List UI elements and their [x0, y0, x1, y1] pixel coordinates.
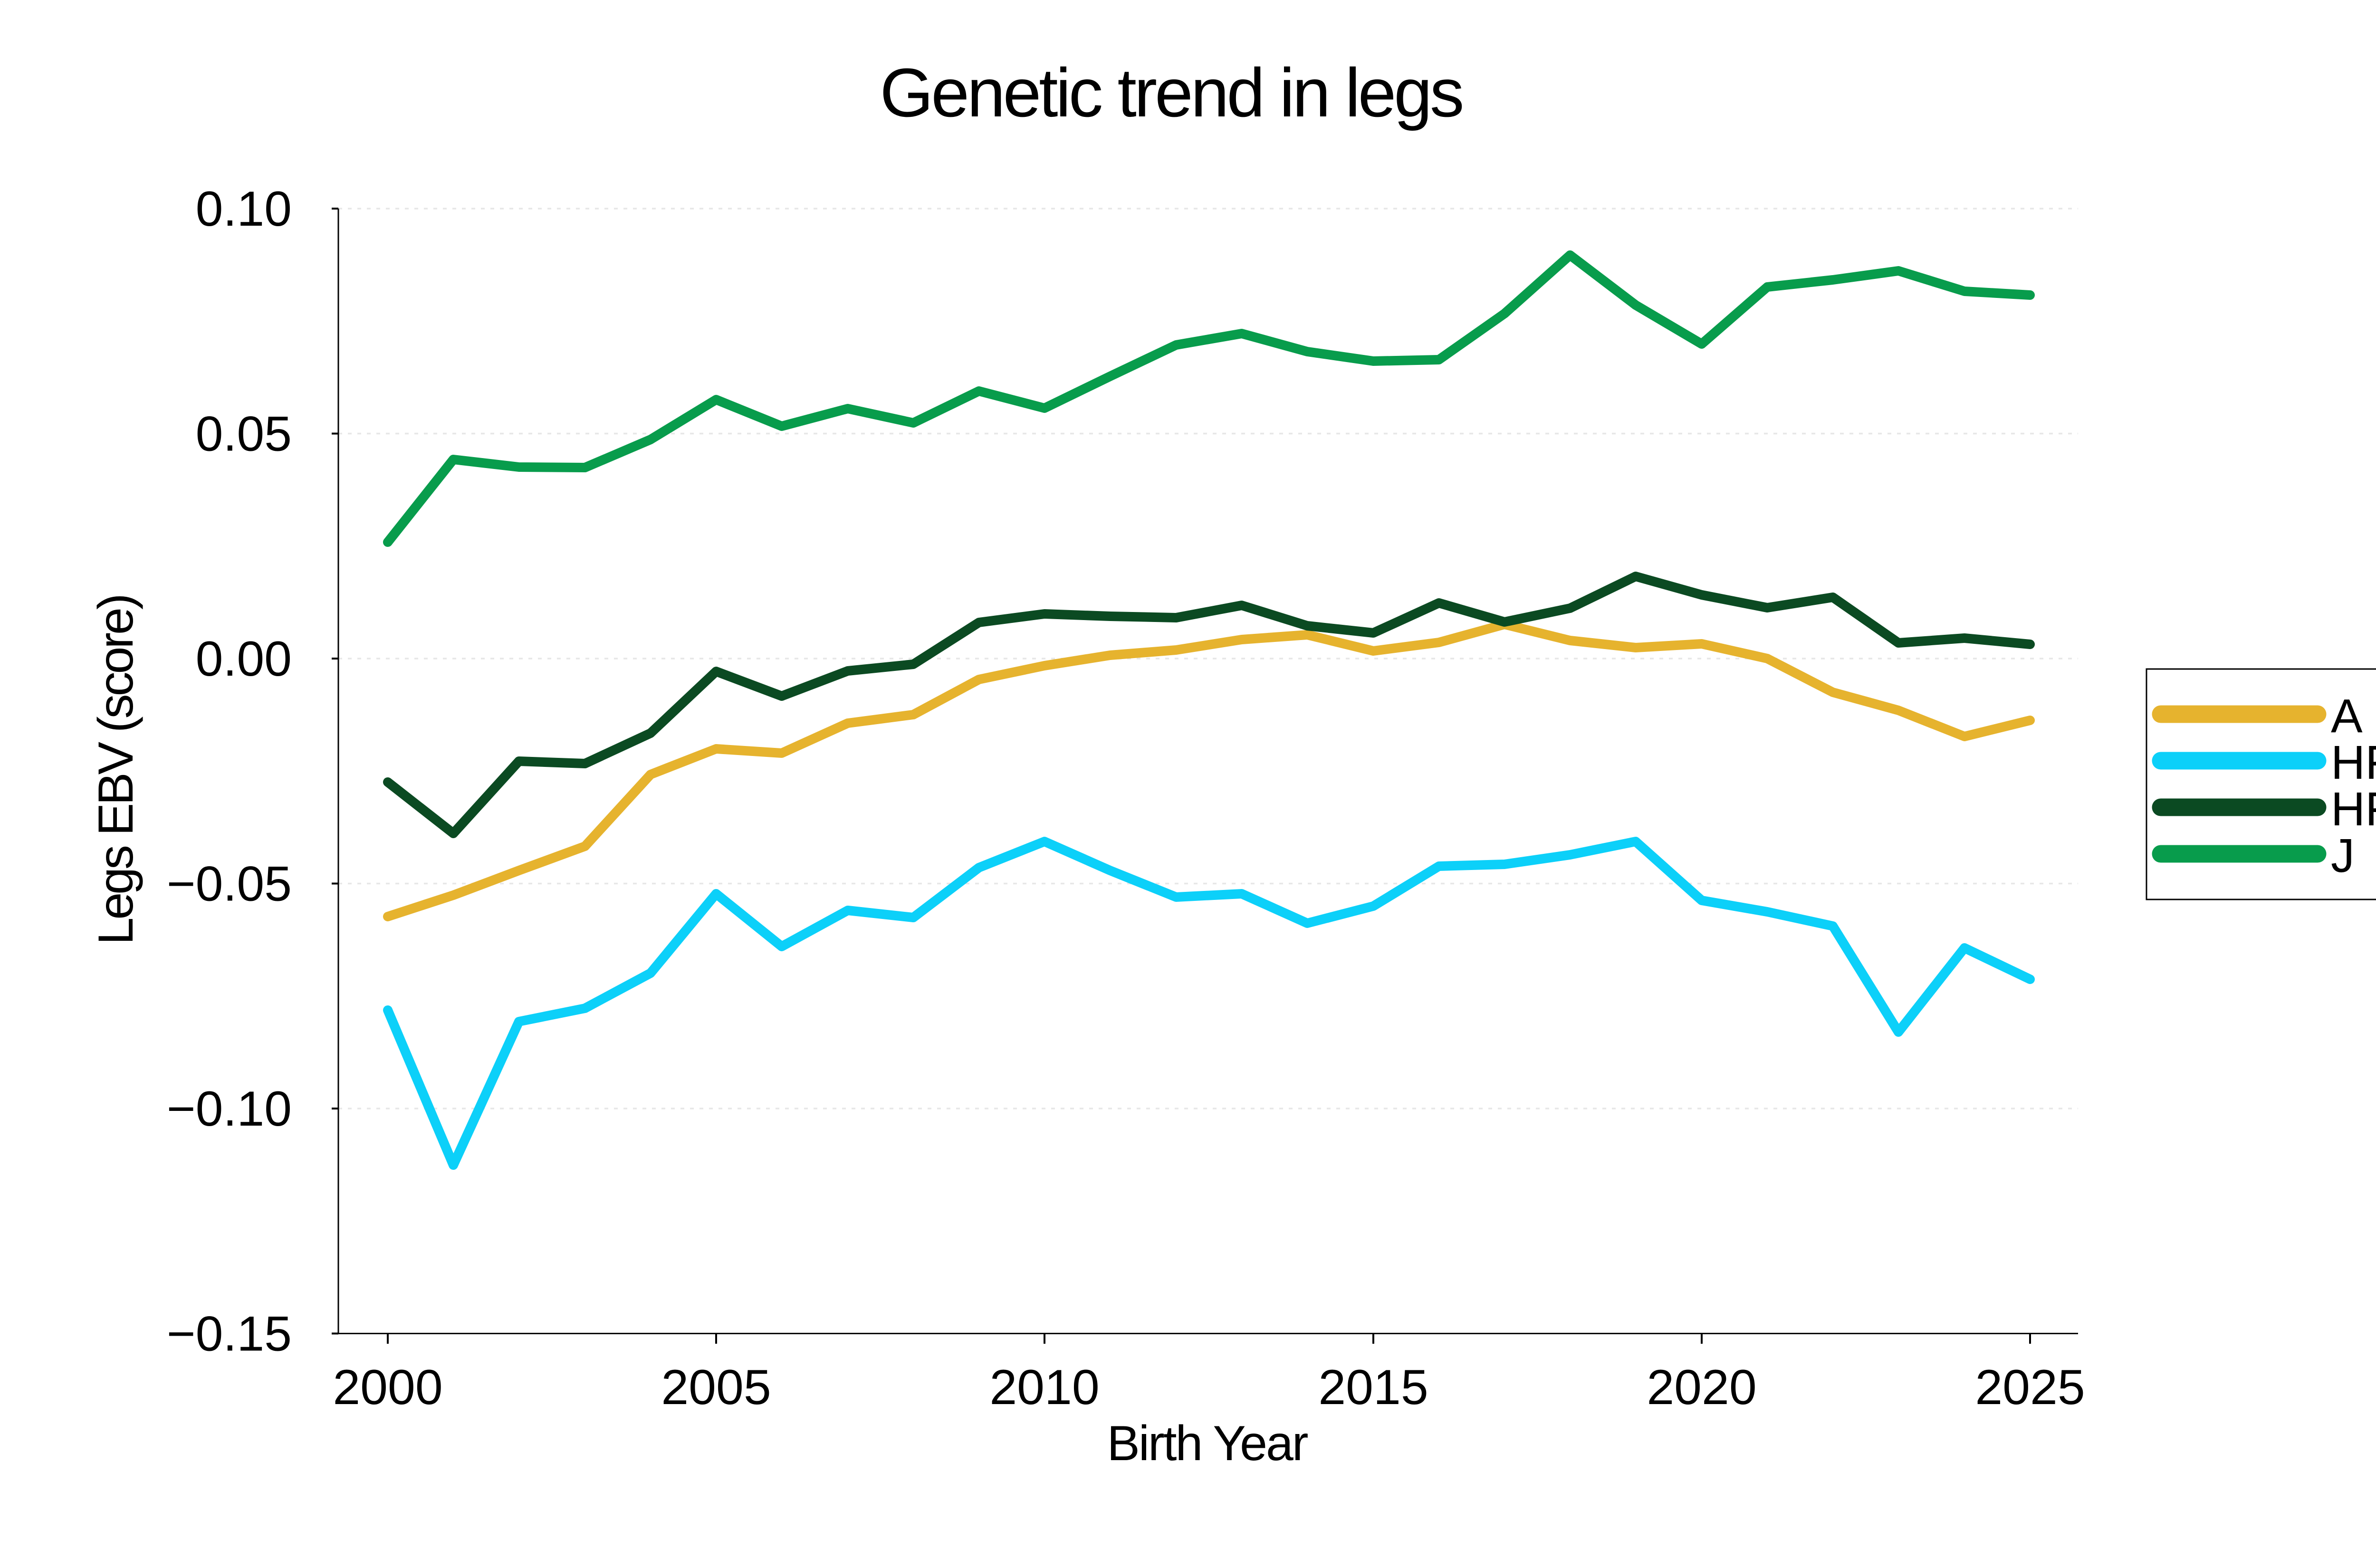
svg-text:Birth Year: Birth Year [1107, 1416, 1308, 1471]
svg-text:−0.15: −0.15 [167, 1307, 292, 1362]
svg-text:2005: 2005 [661, 1360, 771, 1415]
svg-text:2025: 2025 [1975, 1360, 2085, 1415]
svg-text:Genetic trend in legs: Genetic trend in legs [880, 54, 1462, 131]
svg-text:Legs EBV (score): Legs EBV (score) [88, 596, 144, 945]
svg-text:2020: 2020 [1647, 1360, 1756, 1415]
svg-text:0.05: 0.05 [196, 407, 292, 462]
svg-text:2010: 2010 [989, 1360, 1099, 1415]
svg-text:J: J [2331, 829, 2355, 882]
svg-text:2000: 2000 [333, 1360, 442, 1415]
svg-text:2015: 2015 [1318, 1360, 1428, 1415]
svg-text:0.10: 0.10 [196, 182, 292, 237]
svg-text:A: A [2331, 689, 2363, 743]
svg-text:HF: HF [2331, 736, 2376, 789]
svg-text:−0.05: −0.05 [167, 857, 292, 912]
svg-text:HFJ: HFJ [2331, 783, 2376, 836]
svg-text:0.00: 0.00 [196, 631, 292, 687]
svg-text:−0.10: −0.10 [167, 1081, 292, 1137]
